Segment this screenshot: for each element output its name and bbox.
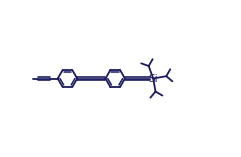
Text: Si: Si: [148, 73, 158, 84]
